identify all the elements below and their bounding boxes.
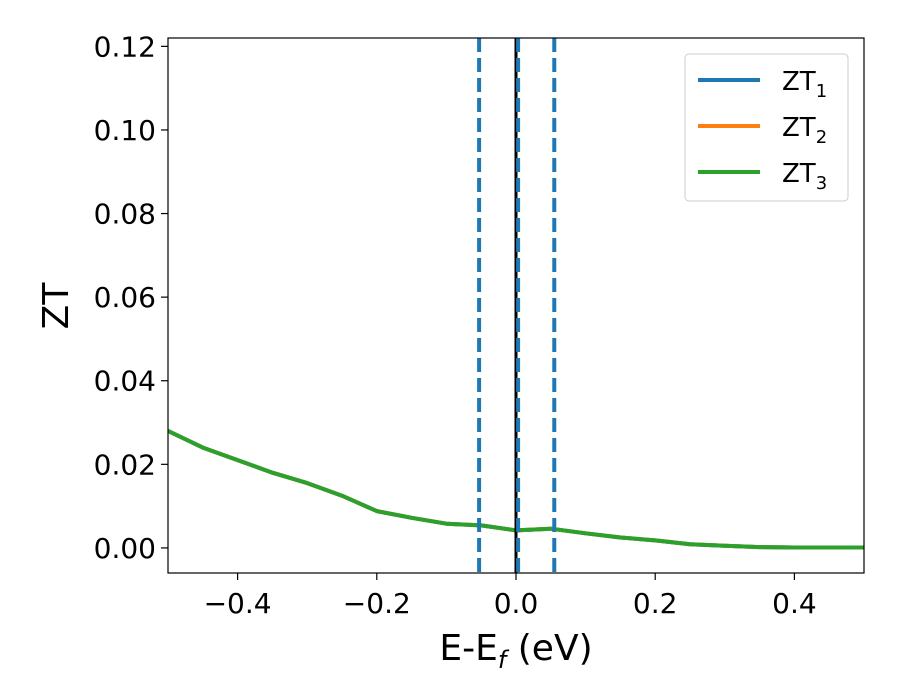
y-tick-label: 0.08 [94, 198, 156, 231]
x-tick-label: −0.4 [204, 587, 272, 620]
vertical-lines-layer [477, 38, 557, 573]
x-tick-label: 0.4 [772, 587, 817, 620]
x-tick-label: −0.2 [343, 587, 411, 620]
legend-box [684, 53, 849, 202]
y-tick-label: 0.10 [94, 114, 156, 147]
y-tick-label: 0.00 [94, 532, 156, 565]
legend-label-zt3: ZT3 [782, 159, 827, 194]
legend-label-zt1: ZT1 [782, 67, 827, 102]
legend-entry-zt1: ZT1 [698, 67, 827, 102]
legend-entry-zt2: ZT2 [698, 113, 827, 148]
x-axis-label: E-Ef (eV) [439, 628, 592, 674]
x-axis: −0.4 −0.2 0.0 0.2 0.4 [204, 573, 817, 620]
legend-entry-zt3: ZT3 [698, 159, 827, 194]
y-tick-label: 0.12 [94, 30, 156, 63]
legend: ZT1 ZT2 ZT3 [684, 53, 849, 202]
y-axis-label: ZT [36, 282, 77, 330]
y-axis: 0.00 0.02 0.04 0.06 0.08 0.10 0.12 [94, 30, 168, 565]
x-tick-label: 0.2 [633, 587, 678, 620]
x-tick-label: 0.0 [494, 587, 539, 620]
y-tick-label: 0.06 [94, 281, 156, 314]
legend-label-zt2: ZT2 [782, 113, 827, 148]
y-tick-label: 0.02 [94, 448, 156, 481]
y-tick-label: 0.04 [94, 365, 156, 398]
